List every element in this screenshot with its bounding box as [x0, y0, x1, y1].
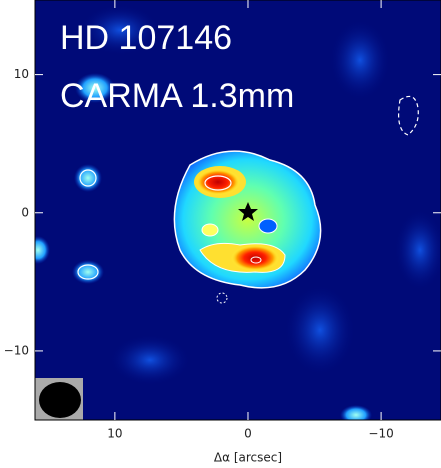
chart-subtitle: CARMA 1.3mm: [60, 77, 294, 115]
y-tick-label: −10: [4, 343, 29, 357]
image-map: [35, 0, 441, 420]
x-tick-label: −10: [368, 427, 393, 441]
x-axis-label: Δα [arcsec]: [214, 451, 282, 465]
x-tick-label: 10: [107, 427, 122, 441]
plot-frame: [34, 0, 441, 421]
x-tick-label: 0: [244, 427, 252, 441]
y-tick-label: 10: [14, 67, 29, 81]
y-tick-label: 0: [21, 205, 29, 219]
chart-title: HD 107146: [60, 19, 232, 57]
